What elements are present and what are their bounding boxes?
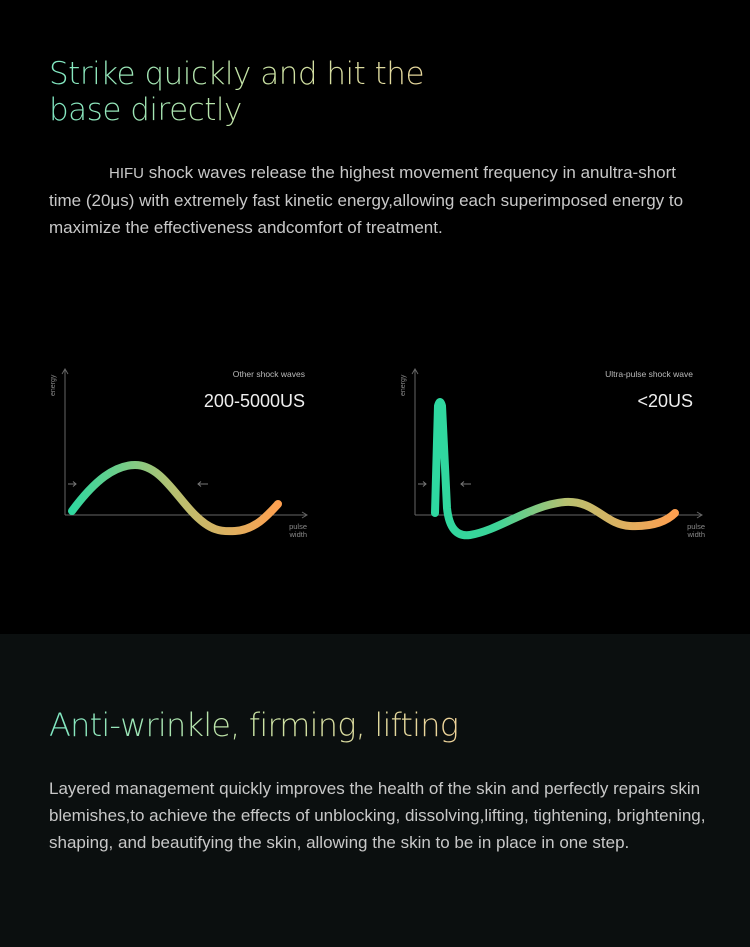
section-background xyxy=(0,634,750,947)
y-axis-arrow-icon xyxy=(411,368,419,375)
chart-value: 200-5000US xyxy=(204,391,305,411)
y-axis-label: energy xyxy=(400,374,407,396)
x-axis-arrow-icon xyxy=(696,511,703,519)
section-paragraph: Layered management quickly improves the … xyxy=(49,779,706,852)
chart-ultra-pulse-shock-wave: energy Ultra-pulse shock wave <20US puls… xyxy=(400,368,705,540)
right-arrow-icon xyxy=(418,481,427,487)
section-paragraph: HIFU shock waves release the highest mov… xyxy=(49,159,709,241)
x-axis-label: width xyxy=(686,530,705,539)
left-arrow-icon xyxy=(197,481,208,487)
left-arrow-icon xyxy=(460,481,471,487)
right-arrow-icon xyxy=(68,481,77,487)
chart-other-shock-waves: energy Other shock waves 200-5000US puls… xyxy=(50,368,308,539)
y-axis-arrow-icon xyxy=(61,368,69,375)
chart-value: <20US xyxy=(637,391,693,411)
wave-curve xyxy=(68,460,282,536)
chart-caption: Other shock waves xyxy=(233,369,305,379)
paragraph-text: shock waves release the highest movement… xyxy=(49,163,684,237)
chart-caption: Ultra-pulse shock wave xyxy=(605,369,693,379)
x-axis-label: pulse xyxy=(687,522,705,531)
wave-curve xyxy=(431,398,679,540)
x-axis-label: width xyxy=(288,530,307,539)
section-title: Anti-wrinkle, firming, lifting xyxy=(49,703,459,747)
y-axis-label: energy xyxy=(50,374,57,396)
x-axis-label: pulse xyxy=(289,522,307,531)
section-title: Strike quickly and hit the base directly xyxy=(49,56,469,128)
hifu-label: HIFU xyxy=(109,165,144,182)
x-axis-arrow-icon xyxy=(301,511,308,519)
